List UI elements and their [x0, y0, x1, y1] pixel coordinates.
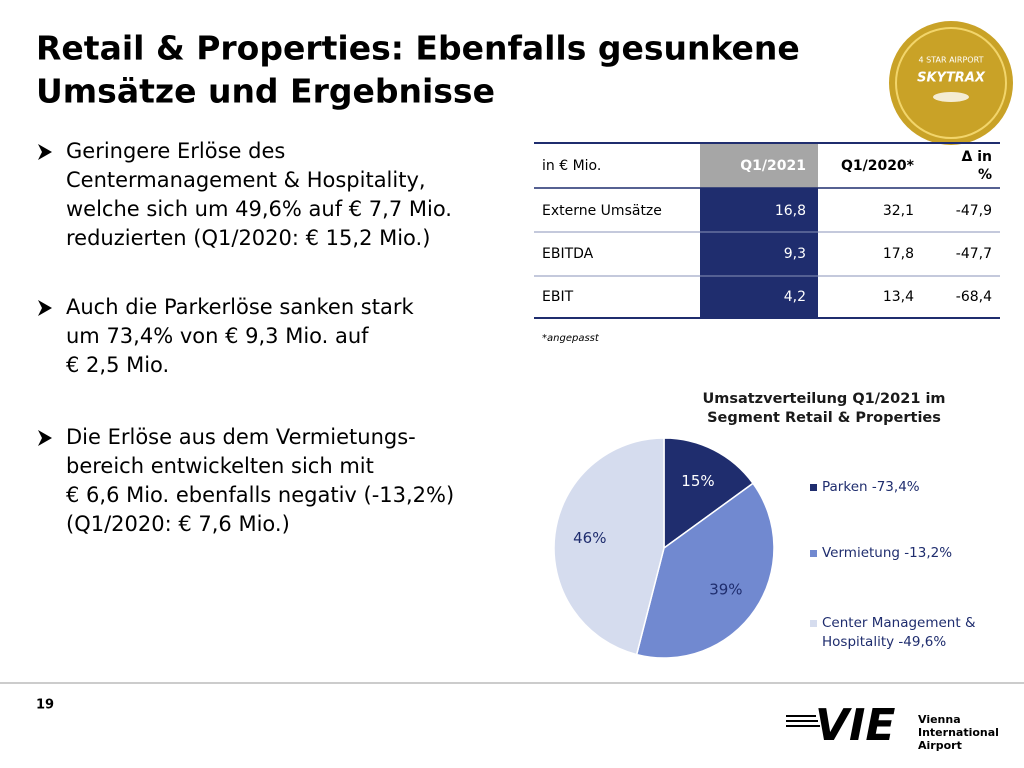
pie-label: 46% [573, 529, 606, 547]
bullet-line: Centermanagement & Hospitality, [66, 168, 426, 192]
table-cell: EBITDA [542, 246, 594, 262]
bullet-line: € 2,5 Mio. [66, 353, 169, 377]
table-header: Q1/2021 [740, 158, 806, 174]
pie-label: 15% [681, 472, 714, 490]
table-header: Δ in [962, 149, 992, 165]
pie-slice [663, 437, 755, 550]
bullet-line: welche sich um 49,6% auf € 7,7 Mio. [66, 197, 452, 221]
badge [889, 21, 1013, 145]
table-cell: 13,4 [883, 289, 914, 305]
bullet-line: um 73,4% von € 9,3 Mio. auf [66, 324, 369, 348]
logo-line: Vienna [918, 713, 961, 726]
badge-name: SKYTRAX [917, 71, 986, 86]
bullet-line: € 6,6 Mio. ebenfalls negativ (-13,2%) [66, 483, 454, 507]
legend-swatch [810, 484, 817, 491]
bullet-line: bereich entwickelten sich mit [66, 454, 374, 478]
legend-swatch [810, 620, 817, 627]
footnote: *angepasst [542, 333, 600, 344]
badge-text: 4 STAR AIRPORT [919, 56, 984, 65]
table-cell: -47,9 [956, 203, 992, 219]
table-cell: 32,1 [883, 203, 914, 219]
table-cell: 17,8 [883, 246, 914, 262]
bullet-line: (Q1/2020: € 7,6 Mio.) [66, 512, 290, 536]
logo-line: International [918, 726, 999, 739]
table-cell: -68,4 [956, 289, 992, 305]
legend-label: Center Management & Hospitality -49,6% [822, 615, 976, 650]
vie-lines [786, 715, 820, 727]
table-header: in € Mio. [542, 158, 601, 174]
logo-line: Airport [918, 739, 962, 752]
table-header: % [978, 167, 992, 183]
table-cell: 16,8 [775, 203, 806, 219]
pie-label: 39% [709, 581, 742, 599]
header-highlight [700, 144, 818, 188]
table-cell: -47,7 [956, 246, 992, 262]
bullet-arrow [38, 430, 52, 446]
chart-title: Umsatzverteilung Q1/2021 im Segment Reta… [702, 391, 946, 426]
table-header: Q1/2020* [841, 158, 915, 174]
table-cell: 9,3 [784, 246, 806, 262]
legend-label: Vermietung -13,2% [822, 545, 953, 561]
table-cell: Externe Umsätze [542, 203, 662, 219]
legend-label: Parken -73,4% [822, 479, 920, 495]
table-cell: EBIT [542, 289, 574, 305]
badge-plane [933, 92, 969, 102]
title-line: Umsätze und Ergebnisse [36, 72, 495, 111]
bullet-line: Geringere Erlöse des [66, 139, 285, 163]
pie-slice [553, 437, 665, 656]
table-cell: 4,2 [784, 289, 806, 305]
bullet-arrow [38, 144, 52, 160]
page-number: 19 [36, 698, 54, 713]
legend-swatch [810, 550, 817, 557]
pie-slice [635, 482, 775, 659]
bullet-arrow [38, 300, 52, 316]
bullet-line: reduzierten (Q1/2020: € 15,2 Mio.) [66, 226, 430, 250]
title-line: Retail & Properties: Ebenfalls gesunkene [36, 29, 800, 68]
bullet-line: Auch die Parkerlöse sanken stark [66, 295, 414, 319]
bullet-line: Die Erlöse aus dem Vermietungs- [66, 425, 416, 449]
column-highlight [700, 188, 818, 318]
badge-ring [895, 27, 1007, 139]
vie-logo: VIE [815, 700, 895, 751]
